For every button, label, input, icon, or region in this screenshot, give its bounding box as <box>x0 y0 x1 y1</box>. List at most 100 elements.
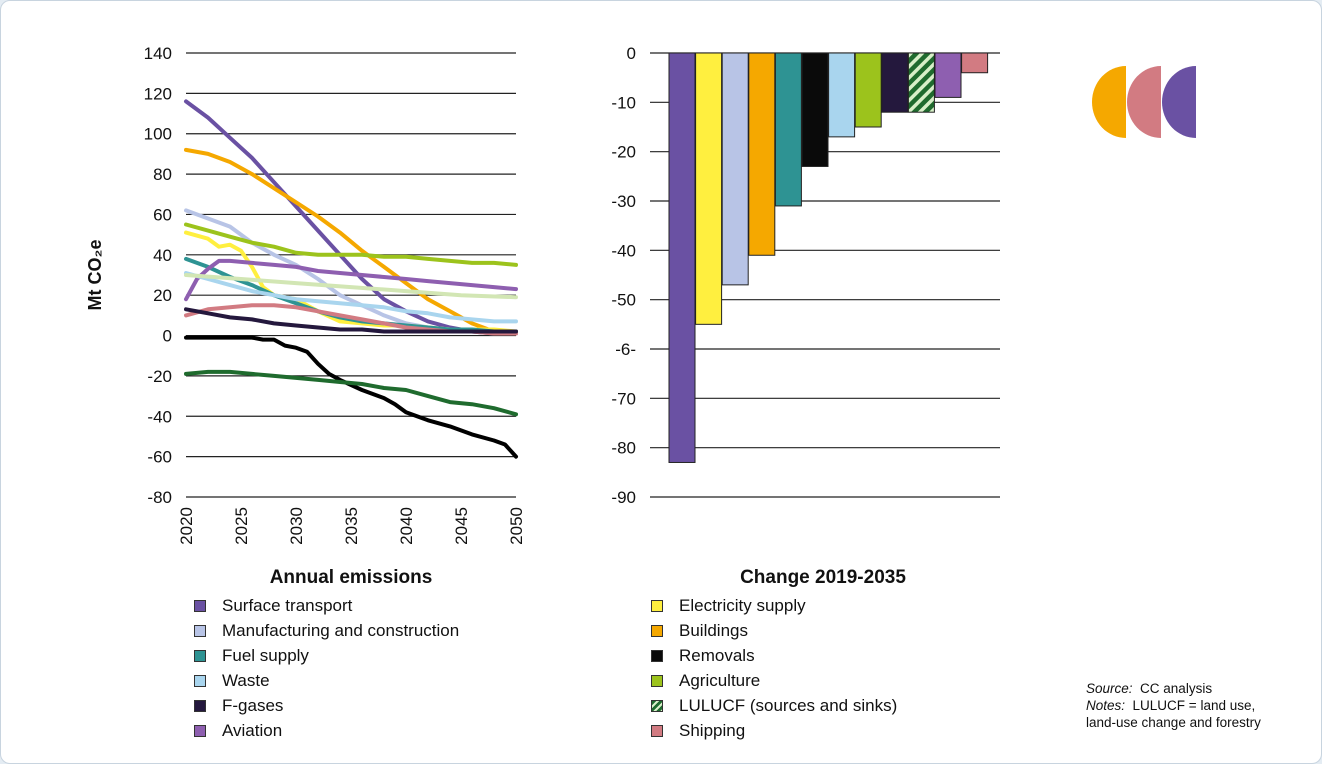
bar-chart-change-2019-2035: 0 -10 -20 -30 -40 -50 -6- -70 -80 -90 Change 2019… <box>611 44 1000 588</box>
bar-buildings <box>748 52 776 256</box>
line-chart-y-tick-label: 80 <box>153 165 172 184</box>
line-chart-x-tick-label: 2040 <box>397 507 416 545</box>
series-line-manufacturing-and-construction <box>184 208 518 334</box>
bar-chart-y-tick-label: -70 <box>611 389 636 408</box>
legend-swatch <box>651 599 663 612</box>
series-line-aviation <box>184 258 518 302</box>
bar-fuel-supply <box>774 52 802 207</box>
notes-label: Notes: <box>1086 698 1126 713</box>
line-chart-y-tick-label: 100 <box>144 125 172 144</box>
line-chart-y-tick-label: -40 <box>147 407 172 426</box>
line-chart-y-tick-label: 40 <box>153 246 172 265</box>
legend-swatch <box>651 674 663 687</box>
bar-removals <box>801 52 829 167</box>
legend-item: Waste <box>194 668 459 693</box>
bar-chart-y-tick-label: -30 <box>611 192 636 211</box>
line-chart-y-tick-label: 140 <box>144 44 172 63</box>
bar-lulucf-sources-and-sinks <box>907 52 935 113</box>
line-chart-x-axis-title: Annual emissions <box>270 567 433 588</box>
legend-swatch <box>194 724 206 737</box>
bar-chart-y-tick-label: -80 <box>611 439 636 458</box>
legend-item: Electricity supply <box>651 593 897 618</box>
logo-semicircle-pink <box>1127 66 1161 138</box>
bar-surface-transport <box>668 52 696 463</box>
logo-semicircle-purple <box>1162 66 1196 138</box>
line-chart-y-tick-label: -20 <box>147 367 172 386</box>
series-line-f-gases <box>184 307 518 334</box>
legend-swatch <box>194 699 206 712</box>
legend-item: LULUCF (sources and sinks) <box>651 693 897 718</box>
series-line-agriculture <box>184 222 518 267</box>
legend-left-column: Surface transport Manufacturing and const… <box>194 593 459 743</box>
legend-swatch <box>651 699 663 712</box>
bar-chart-bars <box>668 52 989 463</box>
legend-label: Agriculture <box>679 671 761 690</box>
bar-chart-y-tick-label: -20 <box>611 143 636 162</box>
legend-item: Agriculture <box>651 668 897 693</box>
line-chart-y-tick-label: 0 <box>163 327 172 346</box>
legend-label: LULUCF (sources and sinks) <box>679 696 898 715</box>
line-chart-y-axis-title: Mt CO₂e <box>85 240 105 311</box>
legend-label: Fuel supply <box>222 646 309 665</box>
line-chart-x-tick-label: 2050 <box>507 507 526 545</box>
series-line-waste <box>184 271 518 324</box>
legend-item: Fuel supply <box>194 643 459 668</box>
bar-aviation <box>934 52 962 98</box>
legend-label: Buildings <box>679 621 748 640</box>
bar-chart-y-tick-label: -40 <box>611 241 636 260</box>
bar-chart-y-tick-label: -50 <box>611 291 636 310</box>
legend-swatch <box>651 724 663 737</box>
legend-right-column: Electricity supply Buildings Removals Agric… <box>651 593 897 743</box>
legend-label: Surface transport <box>222 596 353 615</box>
bar-manufacturing-and-construction <box>721 52 749 286</box>
legend-item: Shipping <box>651 718 897 743</box>
source-text: CC analysis <box>1140 681 1213 696</box>
source-notes: Source: CC analysis Notes: LULUCF = land… <box>1086 680 1316 731</box>
line-chart-x-tick-label: 2030 <box>287 507 306 545</box>
bar-f-gases <box>881 52 909 113</box>
notes-text-2: land-use change and forestry <box>1086 715 1261 730</box>
legend-item: Buildings <box>651 618 897 643</box>
line-chart-y-tick-label: 120 <box>144 84 172 103</box>
legend-label: F-gases <box>222 696 284 715</box>
logo-semicircle-orange <box>1092 66 1126 138</box>
legend-label: Shipping <box>679 721 746 740</box>
legend-swatch <box>194 649 206 662</box>
legend-swatch <box>651 649 663 662</box>
bar-chart-y-tick-labels: 0 -10 -20 -30 -40 -50 -6- -70 -80 -90 <box>611 44 636 507</box>
legend-label: Waste <box>222 671 270 690</box>
source-line: Source: CC analysis <box>1086 680 1316 697</box>
notes-line-2: land-use change and forestry <box>1086 714 1316 731</box>
line-chart-y-tick-label: 60 <box>153 205 172 224</box>
line-chart-x-tick-label: 2045 <box>452 507 471 545</box>
legend-swatch <box>194 674 206 687</box>
legend-swatch <box>194 599 206 612</box>
legend-swatch <box>651 624 663 637</box>
bar-chart-y-tick-label: 0 <box>627 44 636 63</box>
series-line-lulucf-sources-and-sinks <box>184 369 518 417</box>
legend-item: Manufacturing and construction <box>194 618 459 643</box>
bar-chart-y-tick-label: -90 <box>611 488 636 507</box>
notes-line: Notes: LULUCF = land use, <box>1086 697 1316 714</box>
legend-label: Aviation <box>222 721 283 740</box>
notes-text-1: LULUCF = land use, <box>1132 698 1256 713</box>
legend-label: Electricity supply <box>679 596 806 615</box>
legend-item: F-gases <box>194 693 459 718</box>
series-line-unlabelled <box>184 273 518 300</box>
line-chart-y-tick-labels: 140 120 100 80 60 40 20 0 -20 -40 -60 -80 <box>144 44 172 507</box>
bar-agriculture <box>854 52 882 128</box>
bar-waste <box>828 52 856 138</box>
legend-swatch <box>194 624 206 637</box>
line-chart-y-tick-label: -80 <box>147 488 172 507</box>
source-label: Source: <box>1086 681 1133 696</box>
line-chart-y-tick-label: 20 <box>153 286 172 305</box>
line-chart-series <box>184 99 518 459</box>
line-chart-x-tick-label: 2035 <box>342 507 361 545</box>
brand-logo <box>1092 66 1196 138</box>
line-chart-x-tick-label: 2025 <box>232 507 251 545</box>
legend-item: Surface transport <box>194 593 459 618</box>
bar-chart-y-tick-label: -6- <box>615 340 636 359</box>
series-line-removals <box>184 335 518 459</box>
